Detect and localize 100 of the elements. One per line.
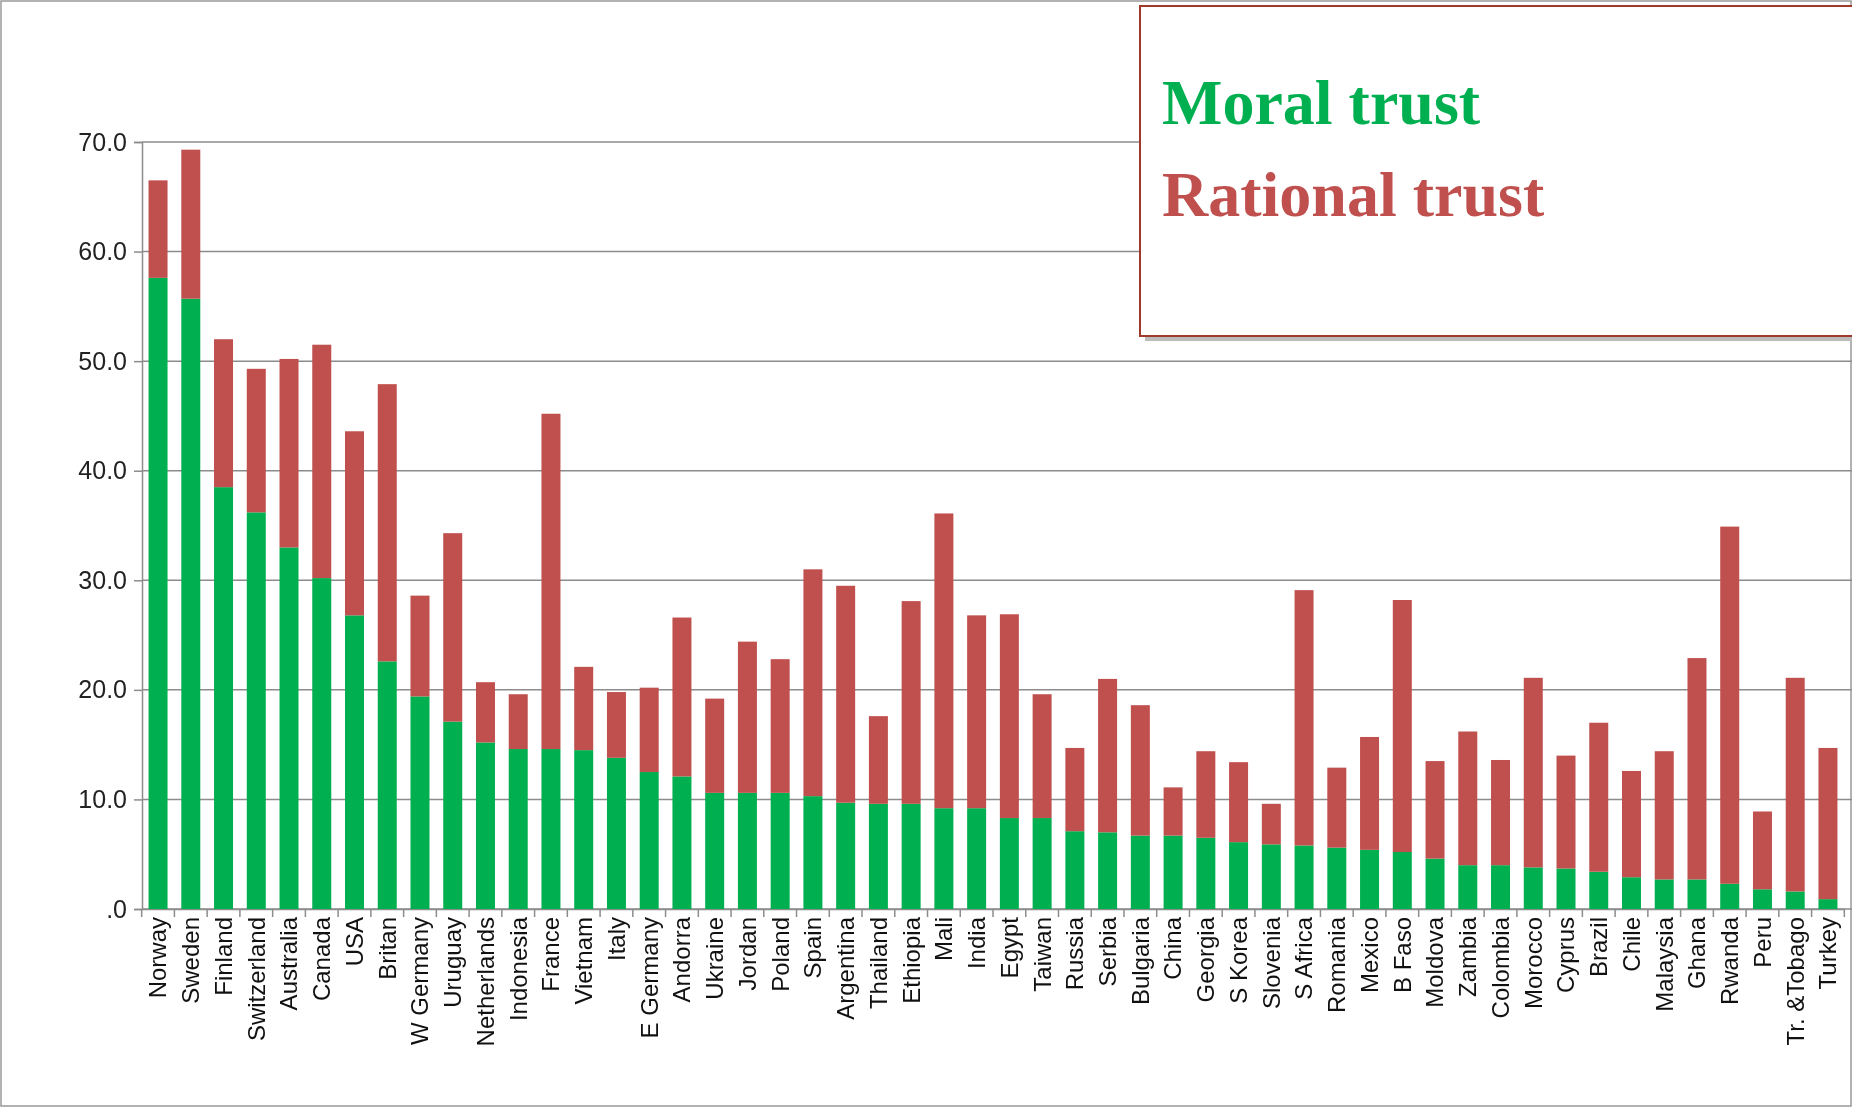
bar <box>1065 747 1085 832</box>
bar <box>1654 751 1674 880</box>
bar <box>475 742 495 909</box>
bar <box>1130 705 1150 836</box>
x-tick-label: Britan <box>373 917 401 980</box>
y-tick-label: 50.0 <box>78 346 127 375</box>
x-tick-label: Chile <box>1617 917 1645 972</box>
bar <box>377 384 397 662</box>
bar <box>279 547 299 909</box>
bar <box>410 696 430 909</box>
y-tick-label: 10.0 <box>78 784 127 813</box>
bar <box>1687 658 1707 880</box>
bar <box>377 661 397 909</box>
bar <box>836 802 856 909</box>
bar <box>1622 770 1641 878</box>
bar <box>1818 747 1838 900</box>
bar <box>606 757 626 909</box>
bar <box>246 368 266 513</box>
bar <box>1196 751 1216 838</box>
bar <box>181 298 201 909</box>
bar <box>541 413 561 750</box>
x-tick-label: Jordan <box>733 917 761 991</box>
x-tick-label: Bulgaria <box>1126 916 1154 1006</box>
x-tick-label: Malaysia <box>1650 916 1678 1012</box>
bar <box>639 772 659 909</box>
bar <box>1261 803 1281 845</box>
bar <box>574 750 594 909</box>
bar <box>1687 879 1707 909</box>
x-tick-label: Ukraine <box>701 917 729 1000</box>
x-tick-label: China <box>1159 916 1187 980</box>
bar <box>345 431 364 616</box>
bar <box>672 617 692 777</box>
bar <box>443 721 463 909</box>
bar <box>1392 600 1412 853</box>
bar <box>803 569 823 797</box>
bar <box>1327 847 1347 909</box>
bar <box>181 149 201 299</box>
x-tick-label: Morocco <box>1519 917 1547 1010</box>
x-tick-label: Egypt <box>995 916 1023 979</box>
bar <box>967 808 987 909</box>
bar <box>214 339 234 488</box>
x-tick-label: Mali <box>930 917 958 962</box>
bar <box>639 687 659 773</box>
x-tick-label: Netherlands <box>471 917 499 1047</box>
bar <box>574 666 594 751</box>
x-tick-label: Vietnam <box>570 917 598 1005</box>
bar <box>770 792 790 909</box>
y-tick-label: 20.0 <box>78 675 127 704</box>
bar <box>1196 837 1216 909</box>
bar <box>1327 767 1347 848</box>
bar <box>1491 759 1511 866</box>
x-tick-label: India <box>963 916 991 970</box>
x-tick-label: Cyprus <box>1552 917 1580 994</box>
x-tick-label: S Korea <box>1224 916 1252 1004</box>
bar <box>1229 762 1249 843</box>
bar <box>672 776 692 909</box>
bar <box>1098 678 1118 833</box>
bar <box>901 601 921 804</box>
bar <box>868 716 888 804</box>
bar <box>705 698 725 793</box>
bar <box>1523 867 1543 909</box>
bar <box>868 803 888 909</box>
x-tick-label: S Africa <box>1290 916 1318 1000</box>
bar <box>1163 835 1183 909</box>
bar <box>770 659 790 793</box>
x-tick-label: Norway <box>144 917 172 999</box>
bar <box>999 818 1019 909</box>
x-tick-label: Sweden <box>177 917 205 1004</box>
bar <box>148 180 168 278</box>
bar <box>737 641 757 793</box>
bar <box>1654 879 1674 909</box>
bar <box>1720 883 1740 909</box>
x-tick-label: Indonesia <box>504 916 532 1022</box>
bar <box>1556 868 1576 909</box>
bar <box>901 803 921 909</box>
x-tick-label: Zambia <box>1454 916 1482 998</box>
x-tick-label: Mexico <box>1355 917 1383 994</box>
x-tick-label: Colombia <box>1486 916 1514 1019</box>
y-tick-label: 40.0 <box>78 456 127 485</box>
bar <box>508 694 528 750</box>
bar <box>1752 889 1772 909</box>
x-tick-label: Ghana <box>1683 916 1711 990</box>
x-tick-label: Brazil <box>1585 917 1613 978</box>
bar <box>1589 722 1609 872</box>
bar <box>1098 832 1118 909</box>
x-tick-label: Australia <box>275 916 303 1011</box>
bar <box>1491 865 1511 909</box>
bar <box>246 512 266 909</box>
bar <box>312 578 332 909</box>
x-tick-label: E Germany <box>635 917 663 1039</box>
x-tick-label: Peru <box>1748 917 1776 968</box>
x-tick-label: Thailand <box>864 917 892 1010</box>
bar <box>1458 865 1478 909</box>
y-tick-label: 30.0 <box>78 565 127 594</box>
bar <box>148 277 168 909</box>
bar <box>312 344 332 579</box>
y-tick-label: 70.0 <box>78 127 127 156</box>
y-tick-label: 60.0 <box>78 237 127 266</box>
bar <box>410 595 430 697</box>
x-tick-label: W Germany <box>406 917 434 1046</box>
